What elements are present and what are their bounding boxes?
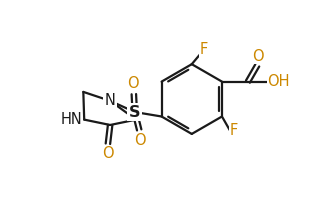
Text: O: O — [134, 133, 146, 148]
Text: O: O — [252, 49, 264, 64]
Text: OH: OH — [268, 74, 290, 89]
Text: O: O — [127, 76, 139, 91]
Text: F: F — [200, 42, 208, 57]
Text: HN: HN — [60, 112, 82, 127]
Text: O: O — [102, 146, 114, 161]
Text: F: F — [230, 123, 238, 138]
Text: S: S — [129, 105, 140, 119]
Text: N: N — [105, 93, 115, 108]
